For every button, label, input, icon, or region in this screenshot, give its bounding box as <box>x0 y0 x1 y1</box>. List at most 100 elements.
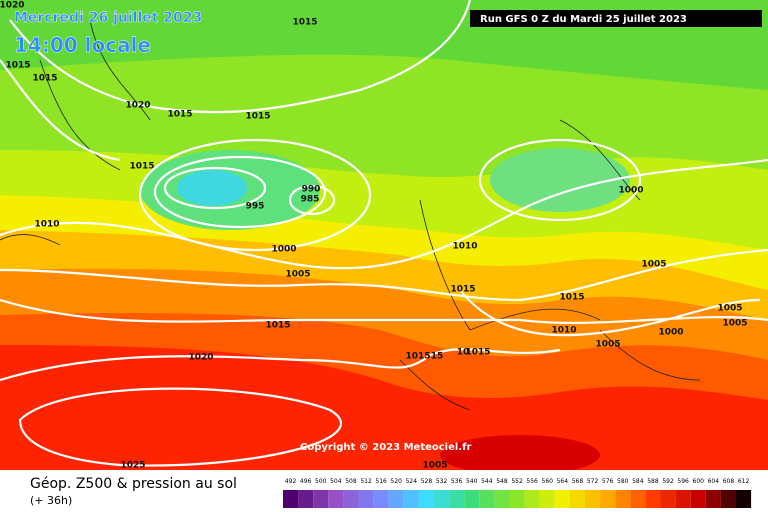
scale-swatch <box>600 490 616 508</box>
scale-swatch <box>524 490 540 508</box>
scale-swatch <box>675 490 691 508</box>
low-core <box>177 170 247 206</box>
isobar <box>0 59 121 162</box>
scale-label: 552 <box>511 478 523 485</box>
isobar-label: 1025 <box>120 461 145 471</box>
local-time: 14:00 locale <box>14 33 151 57</box>
isobar-label: 995 <box>246 202 265 212</box>
scale-swatch <box>690 490 706 508</box>
scale-swatch <box>479 490 495 508</box>
isobar-label: 1005 <box>422 461 447 471</box>
isobars <box>0 0 768 467</box>
scale-label: 496 <box>300 478 312 485</box>
legend-title: Géop. Z500 & pression au sol <box>30 476 237 492</box>
scale-label: 536 <box>451 478 463 485</box>
scale-label: 572 <box>587 478 599 485</box>
scale-label: 548 <box>496 478 508 485</box>
scale-label: 520 <box>391 478 403 485</box>
scale-swatch <box>328 490 344 508</box>
scale-swatch <box>464 490 480 508</box>
scale-swatch <box>705 490 721 508</box>
coastline <box>0 19 701 411</box>
scale-swatch <box>630 490 646 508</box>
date: Mercredi 26 juillet 2023 <box>14 10 202 26</box>
scale-label: 568 <box>572 478 584 485</box>
isobar-label: 1015 <box>32 74 57 84</box>
isobar-label: 1020 <box>0 1 25 11</box>
isobar-label: 1005 <box>595 340 620 350</box>
scale-label: 608 <box>723 478 735 485</box>
scale-swatch <box>403 490 419 508</box>
scale-label: 596 <box>677 478 689 485</box>
isobar-label: 1020 <box>125 101 150 111</box>
isobar-label: 1015 <box>559 293 584 303</box>
scale-label: 560 <box>542 478 554 485</box>
isobar <box>0 348 561 382</box>
scale-label: 504 <box>330 478 342 485</box>
scale-swatch <box>736 490 752 508</box>
isobar-label: 1000 <box>271 245 296 255</box>
scale-swatch <box>494 490 510 508</box>
scale-swatch <box>585 490 601 508</box>
scandinavia-zone <box>490 148 630 212</box>
scale-label: 564 <box>557 478 569 485</box>
scale-swatch <box>509 490 525 508</box>
isobar-label: 10 <box>457 348 470 358</box>
isobar-label: 1015 <box>129 162 154 172</box>
scale-swatch <box>434 490 450 508</box>
isobar-label: 985 <box>301 195 320 205</box>
scale-swatch <box>313 490 329 508</box>
isobar-label: 1015 <box>405 352 430 362</box>
isobar-label: 1015 <box>450 285 475 295</box>
scale-label: 576 <box>602 478 614 485</box>
isobar <box>288 184 336 216</box>
scale-swatch <box>720 490 736 508</box>
isobar-label: 1000 <box>658 328 683 338</box>
scale-swatch <box>449 490 465 508</box>
isobar-label: 1005 <box>717 304 742 314</box>
scale-label: 544 <box>481 478 493 485</box>
scale-swatch <box>283 490 299 508</box>
scale-label: 528 <box>421 478 433 485</box>
isobar-label: 1015 <box>5 61 30 71</box>
scale-swatch <box>388 490 404 508</box>
isobar <box>18 387 342 467</box>
isobar-label: 1005 <box>285 270 310 280</box>
isobar-label: 1015 <box>465 348 490 358</box>
scale-label: 508 <box>345 478 357 485</box>
isobar-label: 1015 <box>167 110 192 120</box>
isobar <box>153 155 327 229</box>
run-banner <box>470 10 762 27</box>
isobar <box>138 138 372 252</box>
isobar-label: 1010 <box>452 242 477 252</box>
scale-label: 516 <box>375 478 387 485</box>
isobar-label: 1005 <box>722 319 747 329</box>
isobar-label: 1015 <box>245 112 270 122</box>
isobar-label: 990 <box>302 185 321 195</box>
isobar <box>163 166 267 210</box>
colorbar: 492 496 500 504 508 512 516 520 524 528 532 536 540 5… <box>283 478 752 508</box>
scale-swatch <box>343 490 359 508</box>
scale-label: 592 <box>662 478 674 485</box>
isobar-label: 1000 <box>618 186 643 196</box>
scale-label: 500 <box>315 478 327 485</box>
scale-label: 524 <box>406 478 418 485</box>
scale-label: 540 <box>466 478 478 485</box>
isobar-label: 1020 <box>188 353 213 363</box>
copyright: Copyright © 2023 Meteociel.fr <box>300 442 471 453</box>
isobar-label: 15 <box>431 352 444 362</box>
lead-time: (+ 36h) <box>30 494 72 507</box>
isobar <box>0 248 768 302</box>
scale-swatch <box>645 490 661 508</box>
scale-swatch <box>358 490 374 508</box>
scale-swatch <box>615 490 631 508</box>
isobar-label: 1015 <box>265 321 290 331</box>
isobar-label: 1010 <box>34 220 59 230</box>
isobar <box>0 298 768 324</box>
scale-label: 612 <box>738 478 750 485</box>
scale-swatch <box>418 490 434 508</box>
scale-label: 512 <box>360 478 372 485</box>
scale-swatch <box>373 490 389 508</box>
